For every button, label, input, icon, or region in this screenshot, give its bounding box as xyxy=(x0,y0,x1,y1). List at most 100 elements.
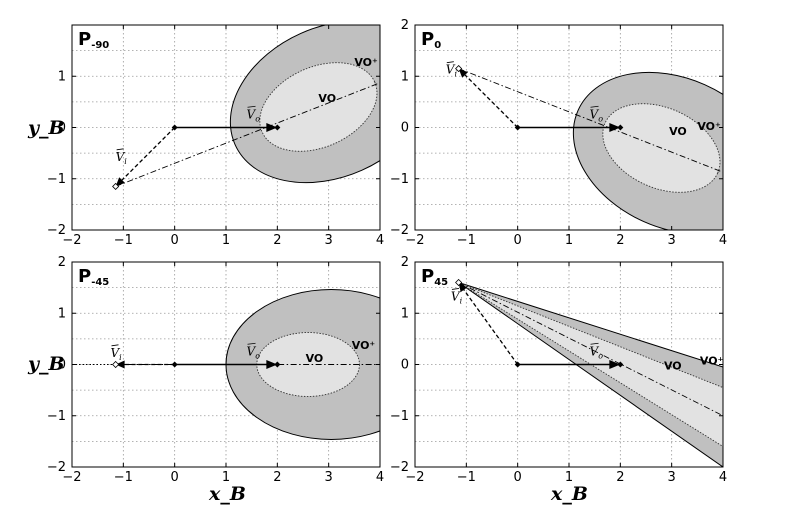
intruder-arrowhead xyxy=(115,177,125,187)
x-tick-label: 4 xyxy=(376,233,384,248)
intruder-arrowhead xyxy=(115,360,125,369)
vo-label: VO xyxy=(318,92,336,105)
intruder-marker xyxy=(112,360,120,369)
y-tick-label: −1 xyxy=(390,172,409,187)
y-tick-label: −2 xyxy=(47,223,66,238)
intruder-marker xyxy=(455,278,463,287)
centerline xyxy=(115,82,380,187)
y-tick-label: 0 xyxy=(58,121,66,136)
y-tick-label: 1 xyxy=(58,69,66,84)
own-arrowhead xyxy=(609,360,621,369)
x-tick-label: 1 xyxy=(222,470,230,485)
ticks: −2 −1 0 1 2 3 4 1 0 −1 −2 xyxy=(47,25,384,248)
vo-label: VO xyxy=(664,360,682,373)
own-velocity-label-arrow xyxy=(247,105,256,108)
y-tick-label: 1 xyxy=(401,69,409,84)
intruder-velocity-vector xyxy=(458,68,519,128)
y-tick-label: 0 xyxy=(401,358,409,373)
intruder-arrowhead xyxy=(458,282,468,293)
y-tick-label: 2 xyxy=(401,18,409,33)
panel-title: P45 xyxy=(421,266,448,288)
panel-p-45: −2 −1 0 1 2 3 4 2 1 0 −1 −2 P-45 VO⁺ VO Vo Vi xyxy=(47,255,384,485)
intruder-velocity-label: Vi xyxy=(111,346,123,362)
own-velocity-marker xyxy=(274,124,281,131)
y-tick-label: 1 xyxy=(58,306,66,321)
x-tick-label: 1 xyxy=(222,233,230,248)
origin-marker xyxy=(171,361,178,368)
own-velocity-label: Vo xyxy=(247,344,261,360)
y-tick-label: 0 xyxy=(401,121,409,136)
origin-marker xyxy=(514,124,521,131)
x-tick-label: 4 xyxy=(376,470,384,485)
x-tick-label: 0 xyxy=(171,233,179,248)
x-tick-label: 2 xyxy=(616,470,624,485)
x-tick-label: 3 xyxy=(668,470,676,485)
y-tick-label: −1 xyxy=(47,172,66,187)
panel-title: P-45 xyxy=(78,266,109,288)
y-tick-label: 1 xyxy=(401,306,409,321)
own-velocity-label: Vo xyxy=(590,344,604,360)
origin-marker xyxy=(171,124,178,131)
intruder-velocity-label: Vi xyxy=(116,150,128,166)
intruder-marker xyxy=(455,64,463,73)
y-tick-label: −1 xyxy=(390,409,409,424)
own-velocity-marker xyxy=(274,361,281,368)
x-tick-label: −2 xyxy=(405,233,424,248)
ticks: −2 −1 0 1 2 3 4 2 1 0 −1 −2 xyxy=(47,255,384,485)
panel-p-90: −2 −1 0 1 2 3 4 1 0 −1 −2 P-90 VO⁺ VO Vo Vi xyxy=(47,24,384,248)
x-tick-label: 3 xyxy=(325,470,333,485)
regions xyxy=(72,289,380,440)
y-tick-label: −2 xyxy=(390,460,409,475)
y-tick-label: −2 xyxy=(47,460,66,475)
x-tick-label: 4 xyxy=(719,470,727,485)
y-label-top: y_B xyxy=(27,117,65,139)
own-arrowhead xyxy=(609,123,621,132)
x-tick-label: −1 xyxy=(114,470,133,485)
vo-plus-label: VO⁺ xyxy=(700,355,724,368)
panel-title: P0 xyxy=(421,29,441,51)
panel-title: P-90 xyxy=(78,29,109,51)
x-tick-label: −2 xyxy=(405,470,424,485)
x-tick-label: 0 xyxy=(514,233,522,248)
origin-marker xyxy=(514,361,521,368)
regions xyxy=(115,25,380,187)
intruder-velocity-vector xyxy=(458,282,519,365)
intruder-marker xyxy=(112,182,120,191)
x-tick-label: 4 xyxy=(719,233,727,248)
x-tick-label: −1 xyxy=(114,233,133,248)
intruder-velocity-label: Vi xyxy=(451,289,463,305)
own-velocity-marker xyxy=(617,361,624,368)
x-tick-label: 1 xyxy=(565,470,573,485)
y-tick-label: −2 xyxy=(390,223,409,238)
x-tick-label: −2 xyxy=(62,233,81,248)
vo-plus-label: VO⁺ xyxy=(697,120,721,133)
own-velocity-label: Vo xyxy=(590,107,604,123)
own-velocity-label-arrow xyxy=(247,342,256,345)
intruder-velocity-vector xyxy=(115,127,176,187)
x-tick-label: 2 xyxy=(273,233,281,248)
x-label-right: x_B xyxy=(550,483,588,505)
intruder-velocity-label-arrow xyxy=(446,61,454,64)
own-velocity-label-arrow xyxy=(590,342,599,345)
ticks: −2 −1 0 1 2 3 4 2 1 0 −1 −2 xyxy=(390,255,727,485)
own-velocity-label: Vo xyxy=(247,107,261,123)
intruder-velocity-label-arrow xyxy=(451,288,459,290)
own-velocity-marker xyxy=(617,124,624,131)
x-tick-label: 0 xyxy=(514,470,522,485)
x-tick-label: −1 xyxy=(457,233,476,248)
x-tick-label: 3 xyxy=(325,233,333,248)
intruder-arrowhead xyxy=(458,68,468,78)
centerline xyxy=(458,68,723,173)
centerline xyxy=(458,282,723,417)
x-tick-label: 1 xyxy=(565,233,573,248)
vo-plus-label: VO⁺ xyxy=(354,56,378,69)
panel-p0: −2 −1 0 1 2 3 4 2 1 0 −1 −2 P0 VO⁺ VO Vo Vi xyxy=(390,18,727,248)
y-tick-label: −1 xyxy=(47,409,66,424)
y-tick-label: 2 xyxy=(401,255,409,270)
x-tick-label: 2 xyxy=(616,233,624,248)
x-tick-label: 3 xyxy=(668,233,676,248)
ticks: −2 −1 0 1 2 3 4 2 1 0 −1 −2 xyxy=(390,18,727,248)
x-tick-label: −1 xyxy=(457,470,476,485)
intruder-velocity-label-arrow xyxy=(111,344,119,347)
